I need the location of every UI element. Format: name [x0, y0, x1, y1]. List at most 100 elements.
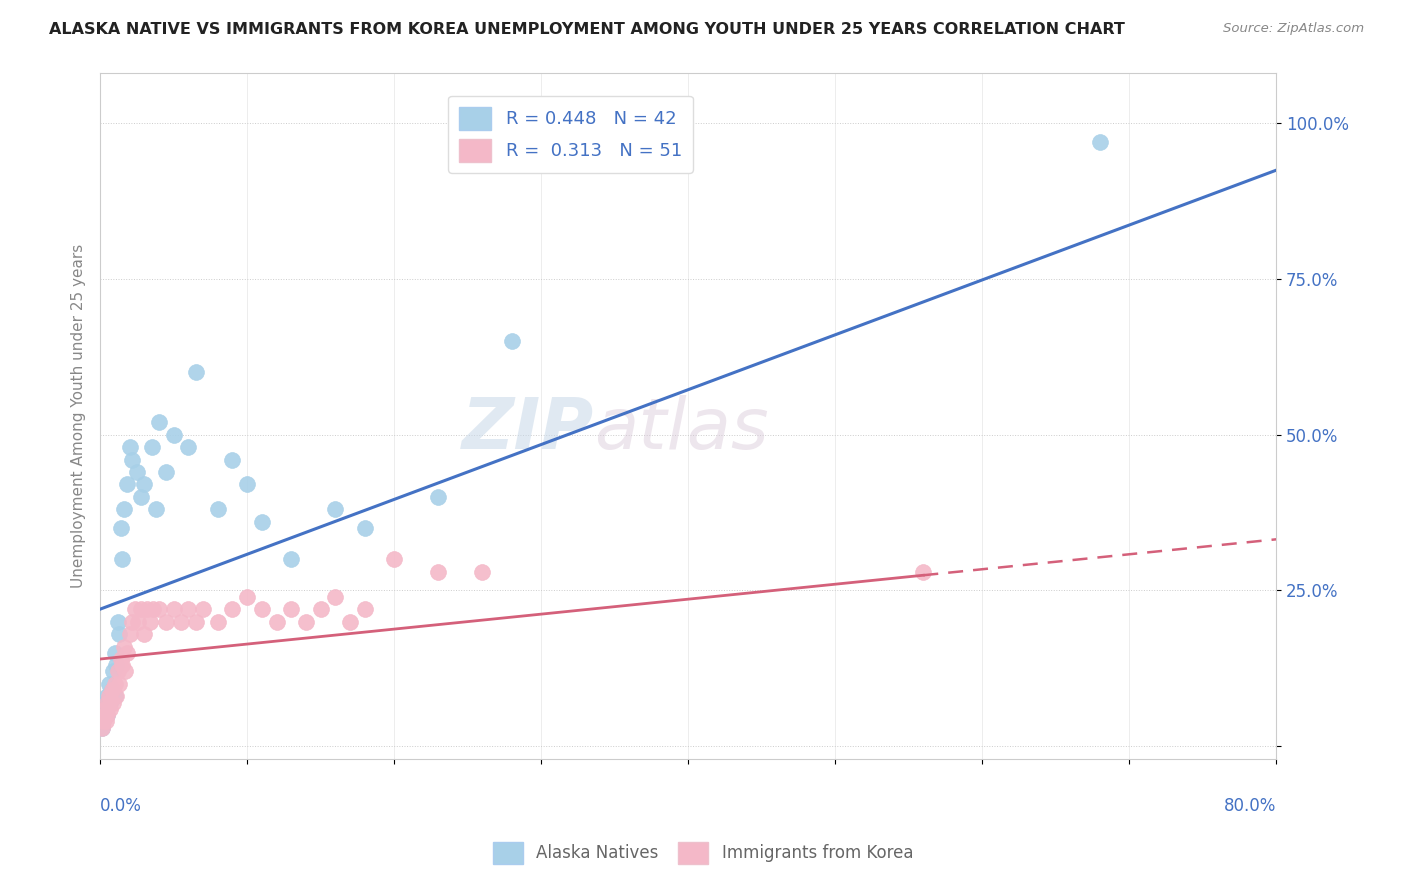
Point: [155, 615, 177, 629]
Point: [114, 665, 136, 679]
Point: [127, 615, 149, 629]
Point: [111, 658, 134, 673]
Y-axis label: Unemployment Among Youth under 25 years: Unemployment Among Youth under 25 years: [72, 244, 86, 588]
Point: [236, 477, 259, 491]
Point: [111, 552, 134, 566]
Point: [177, 440, 200, 454]
Text: ALASKA NATIVE VS IMMIGRANTS FROM KOREA UNEMPLOYMENT AMONG YOUTH UNDER 25 YEARS C: ALASKA NATIVE VS IMMIGRANTS FROM KOREA U…: [49, 22, 1125, 37]
Point: [118, 440, 141, 454]
Point: [115, 477, 138, 491]
Point: [94, 702, 117, 716]
Point: [129, 602, 152, 616]
Point: [100, 696, 122, 710]
Point: [107, 665, 129, 679]
Point: [134, 477, 156, 491]
Point: [184, 365, 207, 379]
Point: [353, 521, 375, 535]
Point: [96, 708, 118, 723]
Point: [427, 490, 450, 504]
Point: [112, 640, 135, 654]
Point: [93, 708, 115, 723]
Point: [236, 590, 259, 604]
Point: [266, 615, 288, 629]
Point: [142, 602, 165, 616]
Point: [148, 415, 170, 429]
Text: ZIP: ZIP: [461, 395, 595, 464]
Point: [221, 452, 243, 467]
Point: [912, 565, 935, 579]
Point: [382, 552, 405, 566]
Point: [104, 677, 127, 691]
Point: [97, 677, 120, 691]
Point: [107, 615, 129, 629]
Point: [177, 602, 200, 616]
Point: [110, 652, 132, 666]
Point: [323, 502, 346, 516]
Point: [145, 502, 167, 516]
Point: [207, 502, 229, 516]
Point: [105, 658, 128, 673]
Point: [1088, 135, 1111, 149]
Text: 0.0%: 0.0%: [100, 797, 142, 814]
Point: [105, 690, 128, 704]
Point: [280, 552, 302, 566]
Point: [323, 590, 346, 604]
Point: [221, 602, 243, 616]
Point: [121, 615, 143, 629]
Point: [353, 602, 375, 616]
Point: [280, 602, 302, 616]
Point: [162, 602, 184, 616]
Point: [250, 602, 273, 616]
Point: [170, 615, 193, 629]
Point: [110, 521, 132, 535]
Point: [96, 708, 118, 723]
Point: [121, 452, 143, 467]
Point: [471, 565, 494, 579]
Point: [134, 627, 156, 641]
Point: [184, 615, 207, 629]
Point: [148, 602, 170, 616]
Point: [191, 602, 214, 616]
Point: [250, 515, 273, 529]
Point: [90, 721, 112, 735]
Point: [96, 690, 118, 704]
Legend: Alaska Natives, Immigrants from Korea: Alaska Natives, Immigrants from Korea: [486, 836, 920, 871]
Point: [118, 627, 141, 641]
Text: atlas: atlas: [595, 395, 769, 464]
Point: [91, 714, 114, 729]
Text: 80.0%: 80.0%: [1223, 797, 1277, 814]
Point: [339, 615, 361, 629]
Point: [93, 696, 115, 710]
Point: [501, 334, 523, 348]
Point: [101, 683, 124, 698]
Point: [155, 465, 177, 479]
Point: [108, 677, 131, 691]
Point: [97, 690, 120, 704]
Point: [100, 702, 122, 716]
Point: [94, 714, 117, 729]
Point: [309, 602, 332, 616]
Point: [115, 646, 138, 660]
Point: [141, 440, 163, 454]
Point: [295, 615, 318, 629]
Point: [162, 427, 184, 442]
Point: [125, 465, 148, 479]
Point: [104, 646, 127, 660]
Point: [91, 714, 114, 729]
Point: [103, 696, 125, 710]
Point: [207, 615, 229, 629]
Point: [136, 602, 159, 616]
Point: [112, 502, 135, 516]
Point: [101, 683, 124, 698]
Point: [104, 690, 127, 704]
Point: [427, 565, 450, 579]
Legend: R = 0.448   N = 42, R =  0.313   N = 51: R = 0.448 N = 42, R = 0.313 N = 51: [449, 95, 693, 173]
Point: [96, 696, 118, 710]
Point: [90, 721, 112, 735]
Point: [93, 702, 115, 716]
Point: [139, 615, 162, 629]
Text: Source: ZipAtlas.com: Source: ZipAtlas.com: [1223, 22, 1364, 36]
Point: [129, 490, 152, 504]
Point: [124, 602, 146, 616]
Point: [93, 708, 115, 723]
